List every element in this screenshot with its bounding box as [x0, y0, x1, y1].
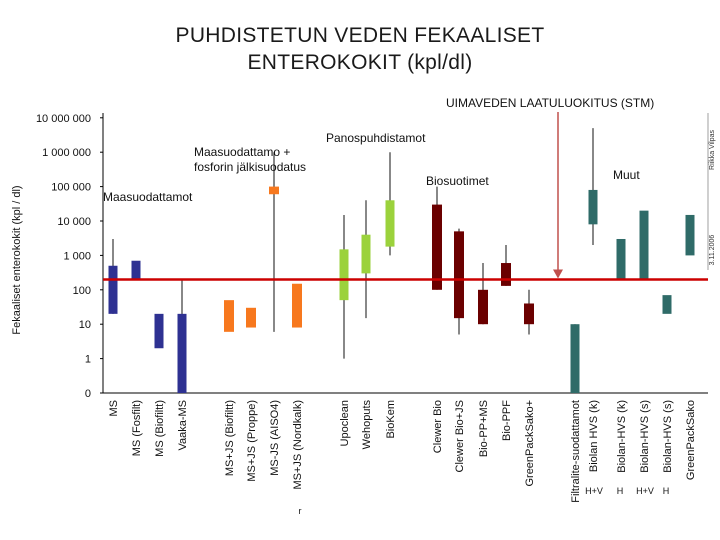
- range-bar: [639, 210, 649, 280]
- x-category-label: MS (Fosfilt): [131, 400, 143, 456]
- x-category-label: Biolan HVS (k): [588, 400, 600, 472]
- range-bar: [616, 238, 626, 280]
- x-category-label: Clewer Bio: [432, 400, 444, 453]
- group-label: Panospuhdistamot: [326, 131, 426, 145]
- group-label: Maasuodattamo +: [194, 145, 290, 159]
- y-tick-label: 100: [73, 285, 91, 297]
- extra-mark: H: [663, 486, 670, 496]
- y-tick-label: 10: [79, 319, 91, 331]
- x-category-label: Vaaka-MS: [177, 400, 189, 451]
- y-tick-label: 1 000 000: [42, 147, 91, 159]
- x-category-label: Bio-PP+MS: [478, 400, 490, 457]
- range-bar: [269, 186, 279, 195]
- x-category-label: MS+JS (Biofiltt): [224, 400, 236, 476]
- y-tick-label: 10 000 000: [36, 113, 91, 125]
- range-bar: [131, 260, 141, 280]
- date-note: 3.11.2006: [709, 235, 716, 266]
- y-tick-label: 0: [85, 388, 91, 400]
- x-category-label: MS-JS (AISO4): [269, 400, 281, 476]
- range-bar: [685, 214, 695, 256]
- chart-title-line-1: PUHDISTETUN VEDEN FEKAALISET: [175, 24, 545, 47]
- extra-mark: r: [299, 506, 302, 516]
- x-category-label: Bio-PPF: [501, 400, 513, 441]
- range-bar: [454, 231, 464, 319]
- group-label: Muut: [613, 168, 640, 182]
- range-bar: [501, 263, 511, 286]
- x-category-label: Upoclean: [339, 400, 351, 446]
- x-category-label: Wehoputs: [361, 400, 373, 450]
- extra-mark: H+V: [585, 486, 603, 496]
- range-bar: [662, 295, 672, 314]
- range-bar: [246, 307, 256, 328]
- extra-mark: H+V: [636, 486, 654, 496]
- x-category-label: Biolan-HVS (s): [639, 400, 651, 473]
- range-bar: [570, 324, 580, 393]
- chart-title-line-2: ENTEROKOKIT (kpl/dl): [247, 51, 473, 74]
- range-bar: [478, 289, 488, 325]
- range-bar: [385, 200, 395, 247]
- x-category-label: Biolan-HVS (s): [662, 400, 674, 473]
- y-tick-label: 10 000: [57, 216, 91, 228]
- range-bar: [224, 300, 234, 332]
- x-category-label: Clewer Bio+JS: [454, 400, 466, 472]
- x-category-label: MS: [108, 400, 120, 417]
- range-bar: [339, 249, 349, 301]
- group-label: fosforin jälkisuodatus: [194, 160, 306, 174]
- x-category-label: GreenPackSako: [685, 400, 697, 480]
- y-tick-label: 1: [85, 354, 91, 366]
- range-bar: [361, 234, 371, 274]
- group-label: Maasuodattamot: [103, 190, 193, 204]
- x-category-label: MS+JS (Nordkalk): [292, 400, 304, 490]
- x-category-label: BioKem: [385, 400, 397, 439]
- y-tick-label: 1 000: [63, 250, 91, 262]
- y-axis-title: Fekaaliset enterokokit (kpl / dl): [11, 185, 23, 334]
- range-bar: [177, 313, 187, 393]
- range-bar: [524, 303, 534, 325]
- extra-mark: H: [617, 486, 624, 496]
- y-tick-label: 100 000: [51, 182, 91, 194]
- author-note: Riikka Vilpas: [709, 130, 716, 170]
- range-bar: [432, 204, 442, 290]
- range-bar: [292, 283, 302, 328]
- range-bar: [588, 189, 598, 225]
- x-category-label: MS+JS (Proppe): [246, 400, 258, 482]
- limit-line-label: UIMAVEDEN LAATULUOKITUS (STM): [446, 96, 654, 110]
- range-bar: [108, 265, 118, 314]
- x-category-label: MS (Biofiltt): [154, 400, 166, 457]
- limit-arrow-head: [553, 269, 563, 279]
- chart-title: PUHDISTETUN VEDEN FEKAALISET ENTEROKOKIT…: [0, 22, 720, 76]
- group-label: Biosuotimet: [426, 174, 489, 188]
- x-category-label: Filtralite-suodattamot: [570, 400, 582, 503]
- x-category-label: GreenPackSako+: [524, 400, 536, 487]
- range-bar: [154, 313, 164, 349]
- x-category-label: Biolan-HVS (k): [616, 400, 628, 473]
